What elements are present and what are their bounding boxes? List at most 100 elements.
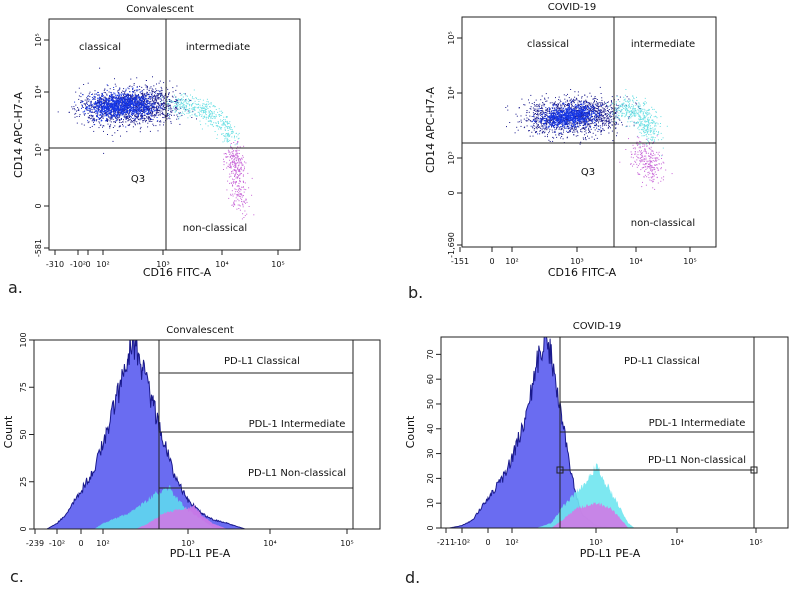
scatter-point-intermediate (234, 144, 236, 146)
scatter-point-classical (169, 118, 171, 120)
scatter-point-intermediate (174, 103, 176, 104)
scatter-point-non-classical (234, 162, 236, 163)
scatter-point-non-classical (242, 156, 244, 158)
scatter-point-classical (85, 104, 87, 106)
scatter-point-classical (603, 112, 605, 114)
scatter-point-classical (101, 101, 103, 103)
scatter-point-classical (152, 111, 154, 113)
scatter-point-classical (607, 110, 609, 112)
scatter-point-intermediate (193, 89, 195, 91)
scatter-point-classical (175, 89, 177, 91)
scatter-point-non-classical (235, 191, 237, 193)
scatter-point-classical (184, 93, 186, 95)
scatter-point-classical (128, 98, 130, 100)
scatter-point-classical (78, 108, 80, 110)
scatter-point-classical (588, 130, 590, 131)
scatter-point-classical (133, 108, 134, 110)
scatter-point-classical (600, 109, 602, 111)
scatter-point-classical (537, 108, 539, 110)
scatter-point-non-classical (233, 170, 235, 171)
scatter-point-intermediate (177, 103, 179, 105)
scatter-point-classical (119, 125, 121, 127)
scatter-point-classical (100, 107, 102, 109)
scatter-point-classical (111, 98, 113, 100)
scatter-point-classical (158, 104, 159, 106)
scatter-point-classical (117, 113, 119, 115)
scatter-point-classical (150, 109, 152, 111)
scatter-point-classical (151, 109, 153, 111)
scatter-point-classical (116, 118, 117, 120)
scatter-point-classical (135, 107, 137, 109)
scatter-point-intermediate (184, 99, 186, 101)
scatter-point-classical (533, 123, 535, 124)
scatter-point-classical (600, 130, 602, 132)
scatter-point-classical (181, 114, 183, 116)
scatter-point-classical (113, 105, 115, 107)
scatter-point-non-classical (233, 155, 235, 157)
scatter-point-classical (574, 96, 576, 98)
scatter-point-classical (154, 102, 156, 104)
scatter-point-classical (149, 105, 151, 106)
scatter-point-classical (146, 88, 148, 90)
scatter-point-classical (119, 109, 121, 111)
scatter-point-classical (582, 125, 584, 126)
scatter-point-classical (116, 102, 118, 104)
scatter-point-classical (131, 115, 133, 116)
scatter-point-classical (73, 106, 75, 108)
scatter-point-classical (88, 108, 90, 110)
scatter-point-classical (576, 131, 578, 132)
scatter-point-classical (89, 91, 91, 93)
scatter-point-non-classical (232, 204, 234, 206)
scatter-point-classical (159, 93, 161, 95)
scatter-point-classical (97, 94, 99, 96)
scatter-point-intermediate (182, 99, 184, 100)
scatter-point-classical (114, 108, 116, 110)
scatter-point-classical (99, 114, 101, 115)
scatter-point-classical (158, 109, 160, 111)
scatter-point-classical (103, 152, 105, 154)
scatter-point-classical (560, 101, 562, 102)
scatter-point-classical (106, 106, 108, 108)
scatter-point-classical (163, 96, 165, 98)
scatter-point-classical (90, 101, 92, 103)
scatter-point-classical (600, 116, 602, 118)
scatter-point-classical (552, 103, 554, 105)
scatter-point-classical (541, 132, 543, 134)
scatter-point-non-classical (235, 183, 236, 185)
scatter-point-classical (71, 106, 73, 108)
scatter-point-non-classical (237, 158, 239, 160)
scatter-point-classical (100, 119, 102, 121)
scatter-point-intermediate (206, 98, 208, 100)
scatter-point-classical (114, 78, 115, 80)
scatter-point-classical (143, 97, 145, 99)
scatter-point-non-classical (228, 163, 230, 165)
scatter-point-classical (123, 99, 125, 101)
scatter-point-intermediate (204, 104, 206, 106)
scatter-point-classical (537, 126, 538, 128)
scatter-point-classical (166, 106, 168, 108)
scatter-point-classical (101, 110, 103, 112)
scatter-point-classical (112, 97, 114, 99)
scatter-point-classical (78, 109, 80, 111)
scatter-point-intermediate (189, 100, 190, 102)
scatter-point-classical (536, 128, 538, 130)
scatter-point-classical (109, 125, 110, 127)
scatter-point-classical (610, 127, 611, 129)
scatter-point-classical (584, 114, 586, 116)
scatter-point-classical (163, 101, 165, 103)
scatter-point-classical (93, 108, 95, 110)
scatter-point-classical (152, 105, 154, 107)
scatter-point-classical (122, 121, 124, 123)
scatter-point-classical (118, 89, 120, 91)
scatter-point-classical (569, 122, 571, 124)
scatter-point-classical (605, 123, 607, 125)
scatter-point-classical (133, 102, 135, 104)
scatter-point-intermediate (207, 120, 209, 122)
scatter-point-classical (546, 108, 548, 109)
scatter-point-classical (115, 115, 117, 117)
scatter-point-classical (92, 104, 94, 106)
scatter-point-classical (127, 104, 129, 106)
scatter-point-classical (148, 112, 150, 113)
scatter-point-classical (571, 123, 573, 125)
scatter-point-classical (77, 110, 79, 111)
